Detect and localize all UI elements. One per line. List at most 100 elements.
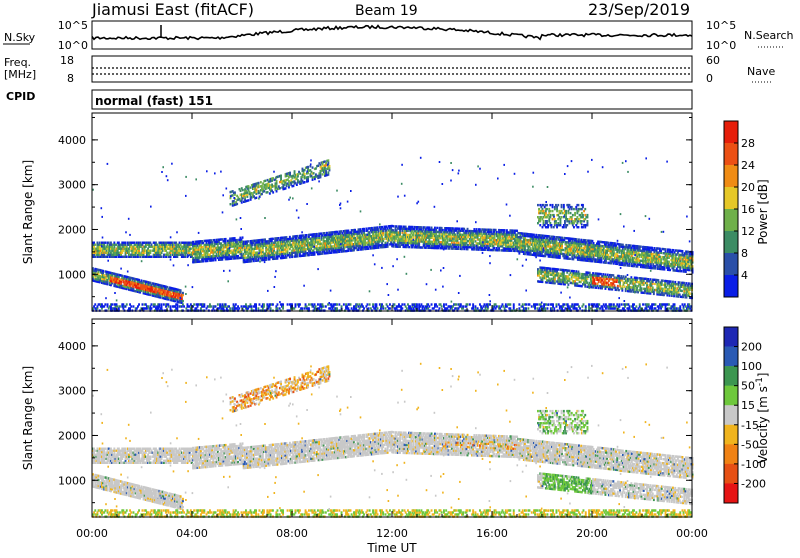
power-cell — [138, 279, 140, 281]
power-cell — [431, 227, 433, 229]
power-cell — [151, 256, 153, 258]
power-cell — [318, 237, 320, 239]
power-cell — [149, 252, 151, 254]
power-cell — [574, 254, 576, 256]
power-cell — [316, 233, 318, 235]
power-cell — [434, 227, 436, 229]
beam-title: Beam 19 — [355, 3, 418, 19]
power-cell — [476, 228, 478, 230]
noise-search-label: N.Search — [744, 29, 794, 42]
power-cell — [273, 248, 275, 250]
power-cell — [494, 247, 496, 249]
power-cell — [272, 238, 274, 240]
power-cell — [539, 276, 541, 278]
power-cell — [164, 291, 166, 293]
noise-strip-frame — [92, 21, 692, 49]
power-cell — [166, 286, 168, 288]
cpid-strip: CPID normal (fast) 151 — [6, 90, 692, 109]
power-cell — [669, 249, 671, 251]
power-cell — [170, 252, 172, 254]
power-cell — [383, 238, 385, 240]
power-cell — [316, 245, 318, 247]
power-cell — [99, 252, 101, 254]
power-cell — [307, 238, 309, 240]
power-cell — [580, 239, 582, 241]
power-cell — [125, 242, 127, 244]
power-cell — [549, 268, 551, 270]
power-cell — [247, 240, 249, 242]
power-cell — [182, 294, 184, 296]
station-title: Jiamusi East (fitACF) — [91, 0, 254, 19]
power-cell — [236, 239, 238, 241]
power-cell — [161, 256, 163, 258]
power-cell — [665, 248, 667, 250]
power-cell — [630, 244, 632, 246]
power-cell — [144, 252, 146, 254]
power-cell — [180, 289, 182, 291]
power-cell — [533, 234, 535, 236]
power-cell — [640, 246, 642, 248]
power-cell — [277, 257, 279, 259]
noise-right-tick-top: 10^5 — [706, 19, 736, 32]
power-cell — [562, 249, 564, 251]
power-cell — [265, 257, 267, 259]
power-cell — [616, 247, 618, 249]
power-cell — [363, 228, 365, 230]
nave-tick-top: 60 — [706, 54, 720, 67]
power-cell — [225, 238, 227, 240]
power-cell — [121, 275, 123, 277]
noise-right-tick-bottom: 10^0 — [706, 39, 736, 52]
power-cell — [504, 229, 506, 231]
power-cell — [102, 270, 104, 272]
power-cell — [548, 277, 550, 279]
noise-left-tick-bottom: 10^0 — [58, 39, 88, 52]
power-cell — [413, 236, 415, 238]
power-cell — [378, 228, 380, 230]
power-cell — [207, 260, 209, 262]
power-cell — [287, 248, 289, 250]
power-cell — [331, 252, 333, 254]
power-cell — [421, 226, 423, 228]
power-cell — [537, 268, 539, 270]
power-cell — [308, 254, 310, 256]
power-cell — [535, 234, 537, 236]
power-cell — [412, 226, 414, 228]
noise-left-tick-top: 10^5 — [58, 19, 88, 32]
power-cell — [104, 242, 106, 244]
power-cell — [506, 229, 508, 231]
power-cell — [490, 229, 492, 231]
date-title: 23/Sep/2019 — [588, 0, 690, 19]
frequency-tick-bottom: 8 — [67, 72, 74, 85]
frequency-strip: Freq. [MHz] 18 8 60 0 Nave — [4, 54, 775, 85]
power-cell — [516, 230, 518, 232]
power-cell — [202, 260, 204, 262]
power-cell — [625, 244, 627, 246]
power-cell — [400, 225, 402, 227]
power-cell — [369, 231, 371, 233]
power-cell — [408, 246, 410, 248]
power-cell — [530, 247, 532, 249]
power-cell — [561, 245, 563, 247]
power-cell — [553, 236, 555, 238]
power-cell — [211, 241, 213, 243]
power-cell — [629, 265, 631, 267]
power-cell — [442, 229, 444, 231]
frequency-tick-top: 18 — [60, 54, 74, 67]
power-cell — [289, 248, 291, 250]
cpid-program: normal (fast) 151 — [95, 94, 213, 108]
power-cell — [550, 246, 552, 248]
power-cell — [202, 246, 204, 248]
power-cell — [242, 249, 244, 251]
power-cell — [623, 252, 625, 254]
nave-label: Nave — [747, 65, 775, 78]
power-cell — [607, 242, 609, 244]
power-cell — [454, 233, 456, 235]
power-cell — [578, 238, 580, 240]
frequency-strip-frame — [92, 56, 692, 82]
power-scatter-cells — [92, 157, 694, 312]
power-cell — [149, 282, 151, 284]
power-cell — [94, 244, 96, 246]
power-cell — [358, 249, 360, 251]
